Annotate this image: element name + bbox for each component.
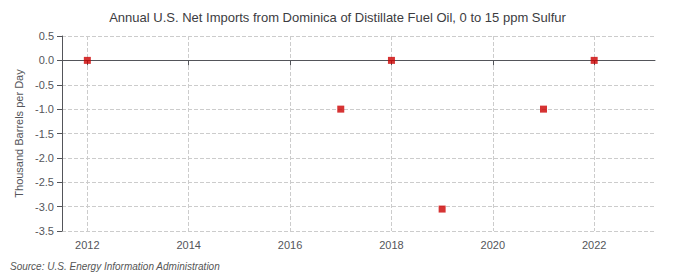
svg-text:2018: 2018 xyxy=(379,239,403,251)
svg-text:-0.5: -0.5 xyxy=(35,79,54,91)
svg-text:-3.0: -3.0 xyxy=(35,201,54,213)
svg-text:2014: 2014 xyxy=(176,239,200,251)
svg-text:Source: U.S. Energy Informatio: Source: U.S. Energy Information Administ… xyxy=(10,261,220,272)
svg-text:2020: 2020 xyxy=(481,239,505,251)
svg-text:Annual U.S. Net Imports from D: Annual U.S. Net Imports from Dominica of… xyxy=(109,10,566,25)
svg-text:2012: 2012 xyxy=(75,239,99,251)
svg-text:-2.0: -2.0 xyxy=(35,152,54,164)
svg-text:-1.0: -1.0 xyxy=(35,103,54,115)
svg-text:-2.5: -2.5 xyxy=(35,176,54,188)
svg-text:Thousand Barrels per Day: Thousand Barrels per Day xyxy=(13,69,25,198)
svg-text:2022: 2022 xyxy=(582,239,606,251)
svg-text:-3.5: -3.5 xyxy=(35,225,54,237)
svg-text:-1.5: -1.5 xyxy=(35,128,54,140)
svg-text:2016: 2016 xyxy=(278,239,302,251)
svg-text:0.0: 0.0 xyxy=(39,54,54,66)
svg-text:0.5: 0.5 xyxy=(39,30,54,42)
